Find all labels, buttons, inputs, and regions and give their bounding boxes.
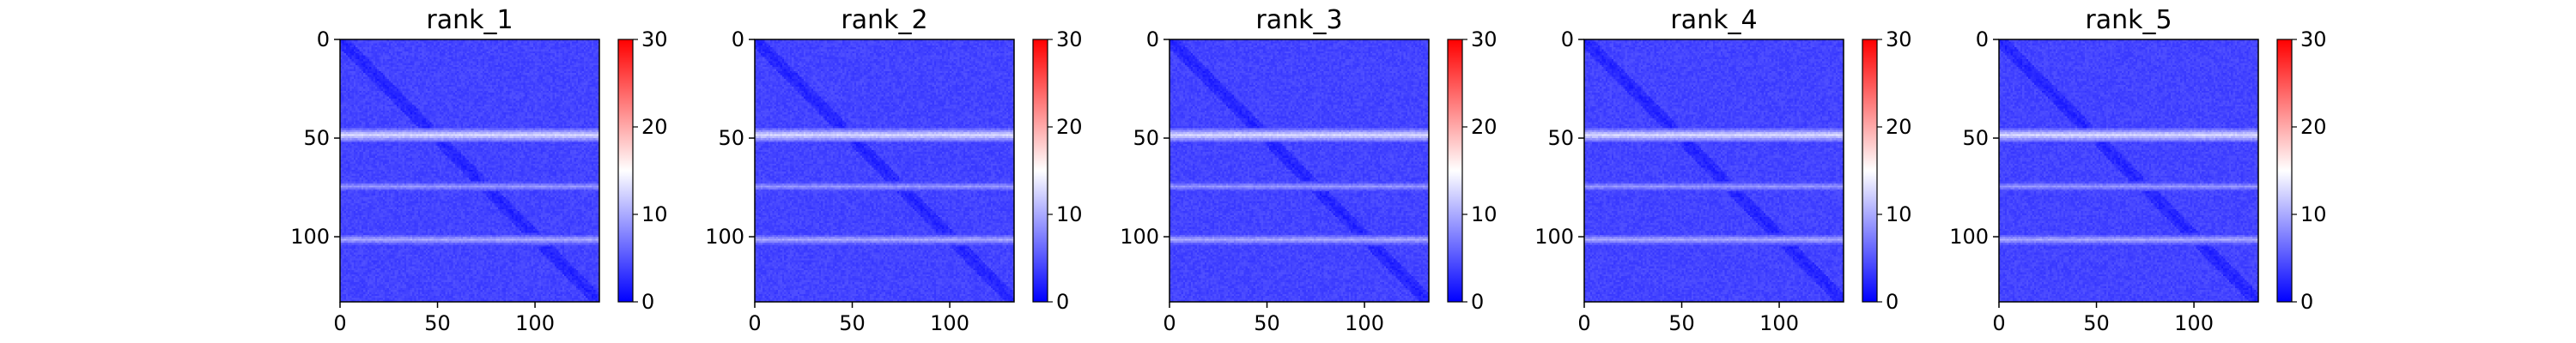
colorbar-tick-label-1-4: 30 xyxy=(641,27,668,51)
colorbar-3 xyxy=(1447,39,1463,303)
heatmap-frame-1 xyxy=(339,39,600,303)
heatmap-image-2 xyxy=(755,39,1014,302)
x-tick-label-4-2: 50 xyxy=(1668,311,1695,335)
colorbar-tick-label-3-1: 0 xyxy=(1471,290,1484,314)
colorbar-tick-label-2-2: 10 xyxy=(1056,202,1083,226)
colorbar-tick-label-4-4: 30 xyxy=(1886,27,1912,51)
y-tick-label-1-3: 100 xyxy=(290,225,330,249)
heatmap-panel-1: rank_1 0 50 100 0 50 100 0 10 20 30 xyxy=(290,5,667,335)
colorbar-1 xyxy=(617,39,634,303)
y-tick-label-4-2: 50 xyxy=(1547,126,1574,150)
x-tick-label-5-2: 50 xyxy=(2083,311,2110,335)
x-tick-label-1-1: 0 xyxy=(333,311,346,335)
heatmap-frame-2 xyxy=(754,39,1015,303)
x-tick-label-3-1: 0 xyxy=(1163,311,1176,335)
chart-title-5: rank_5 xyxy=(2085,5,2172,35)
heatmap-panel-2: rank_2 0 50 100 0 50 100 0 10 20 30 xyxy=(705,5,1082,335)
y-tick-label-4-1: 0 xyxy=(1561,27,1574,51)
colorbar-5 xyxy=(2276,39,2293,303)
x-tick-label-5-3: 100 xyxy=(2174,311,2214,335)
colorbar-4 xyxy=(1862,39,1878,303)
colorbar-tick-label-1-3: 20 xyxy=(641,115,668,139)
x-tick-label-4-1: 0 xyxy=(1577,311,1590,335)
y-tick-label-5-1: 0 xyxy=(1976,27,1989,51)
heatmap-image-5 xyxy=(1999,39,2258,302)
y-tick-label-3-2: 50 xyxy=(1133,126,1159,150)
x-tick-label-2-3: 100 xyxy=(930,311,969,335)
colorbar-tick-label-5-4: 30 xyxy=(2300,27,2327,51)
heatmap-frame-3 xyxy=(1169,39,1430,303)
colorbar-tick-label-5-3: 20 xyxy=(2300,115,2327,139)
x-tick-label-1-2: 50 xyxy=(424,311,451,335)
x-tick-label-1-3: 100 xyxy=(515,311,555,335)
colorbar-tick-label-1-1: 0 xyxy=(641,290,654,314)
chart-title-1: rank_1 xyxy=(426,5,513,35)
y-tick-label-5-2: 50 xyxy=(1962,126,1989,150)
colorbar-tick-label-2-1: 0 xyxy=(1056,290,1069,314)
chart-title-3: rank_3 xyxy=(1255,5,1342,35)
y-tick-label-2-2: 50 xyxy=(718,126,744,150)
heatmap-image-1 xyxy=(340,39,599,302)
x-tick-label-2-1: 0 xyxy=(748,311,761,335)
colorbar-tick-label-5-2: 10 xyxy=(2300,202,2327,226)
heatmap-panel-3: rank_3 0 50 100 0 50 100 0 10 20 30 xyxy=(1120,5,1497,335)
colorbar-tick-label-5-1: 0 xyxy=(2300,290,2313,314)
x-tick-label-3-3: 100 xyxy=(1345,311,1384,335)
colorbar-tick-label-4-2: 10 xyxy=(1886,202,1912,226)
heatmap-frame-4 xyxy=(1583,39,1844,303)
colorbar-tick-label-2-4: 30 xyxy=(1056,27,1083,51)
y-tick-label-3-1: 0 xyxy=(1146,27,1159,51)
x-tick-label-5-1: 0 xyxy=(1992,311,2005,335)
y-tick-label-4-3: 100 xyxy=(1534,225,1574,249)
chart-title-2: rank_2 xyxy=(841,5,927,35)
colorbar-tick-label-4-3: 20 xyxy=(1886,115,1912,139)
colorbar-tick-label-3-2: 10 xyxy=(1471,202,1498,226)
y-tick-label-3-3: 100 xyxy=(1120,225,1159,249)
colorbar-tick-label-4-1: 0 xyxy=(1886,290,1899,314)
colorbar-tick-label-3-3: 20 xyxy=(1471,115,1498,139)
x-tick-label-2-2: 50 xyxy=(839,311,866,335)
colorbar-tick-label-1-2: 10 xyxy=(641,202,668,226)
colorbar-tick-label-3-4: 30 xyxy=(1471,27,1498,51)
heatmap-image-4 xyxy=(1584,39,1844,302)
y-tick-label-2-3: 100 xyxy=(705,225,744,249)
colorbar-tick-label-2-3: 20 xyxy=(1056,115,1083,139)
y-tick-label-1-2: 50 xyxy=(303,126,330,150)
x-tick-label-4-3: 100 xyxy=(1759,311,1799,335)
y-tick-label-5-3: 100 xyxy=(1949,225,1989,249)
heatmap-panel-5: rank_5 0 50 100 0 50 100 0 10 20 30 xyxy=(1949,5,2326,335)
y-tick-label-2-1: 0 xyxy=(732,27,744,51)
chart-title-4: rank_4 xyxy=(1670,5,1757,35)
heatmap-panel-4: rank_4 0 50 100 0 50 100 0 10 20 30 xyxy=(1534,5,1911,335)
y-tick-label-1-1: 0 xyxy=(317,27,330,51)
heatmap-image-3 xyxy=(1170,39,1429,302)
colorbar-2 xyxy=(1032,39,1048,303)
x-tick-label-3-2: 50 xyxy=(1254,311,1280,335)
heatmap-frame-5 xyxy=(1998,39,2259,303)
